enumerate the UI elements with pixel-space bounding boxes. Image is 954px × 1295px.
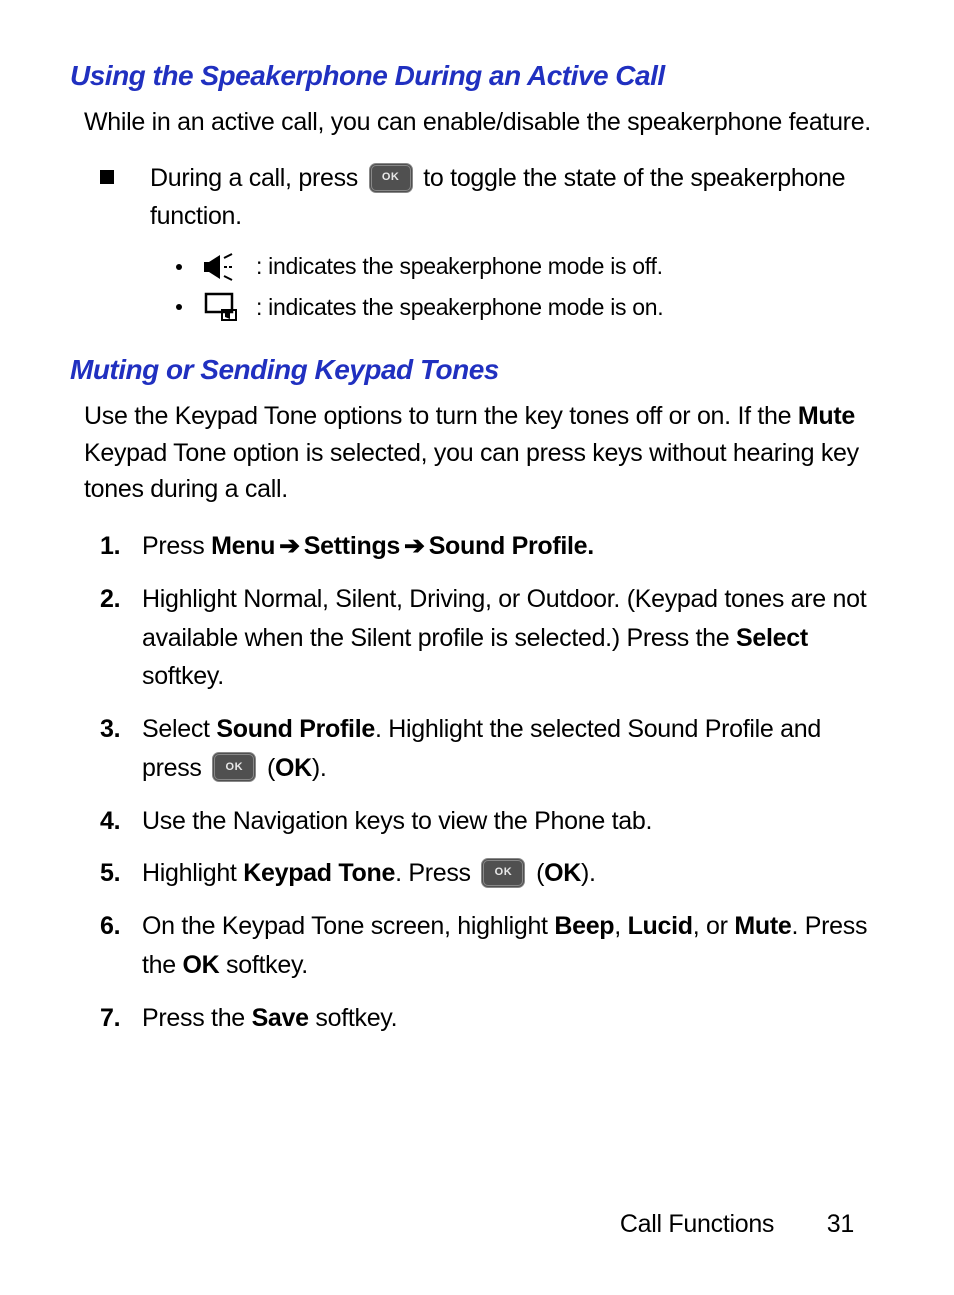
- section1-intro: While in an active call, you can enable/…: [84, 104, 884, 140]
- b: Save: [252, 1004, 309, 1032]
- t: (: [536, 859, 544, 887]
- t: softkey.: [219, 951, 308, 979]
- b: Select: [736, 624, 808, 652]
- ok-button-label: OK: [226, 759, 244, 776]
- step-6: 6. On the Keypad Tone screen, highlight …: [100, 907, 884, 985]
- step-content: On the Keypad Tone screen, highlight Bee…: [142, 907, 884, 985]
- b: Menu: [211, 532, 275, 560]
- step-content: Highlight Normal, Silent, Driving, or Ou…: [142, 580, 884, 696]
- sub-bullet-list: : indicates the speakerphone mode is off…: [176, 249, 884, 324]
- ok-button-icon: OK: [369, 163, 413, 193]
- step-num: 6.: [100, 907, 124, 946]
- step-4: 4. Use the Navigation keys to view the P…: [100, 802, 884, 841]
- footer-page-number: 31: [827, 1210, 854, 1238]
- step-5: 5. Highlight Keypad Tone. Press OK (OK).: [100, 854, 884, 893]
- step-num: 1.: [100, 527, 124, 566]
- arrow-icon: ➔: [279, 532, 300, 560]
- step-2: 2. Highlight Normal, Silent, Driving, or…: [100, 580, 884, 696]
- b: OK: [183, 951, 220, 979]
- t: On the Keypad Tone screen, highlight: [142, 912, 554, 940]
- step-content: Press the Save softkey.: [142, 999, 884, 1038]
- b: Mute: [734, 912, 791, 940]
- sub-bullet-2: : indicates the speakerphone mode is on.: [176, 290, 884, 325]
- section2-steps: 1. Press Menu➔Settings➔Sound Profile. 2.…: [100, 527, 884, 1037]
- speaker-on-icon: [202, 292, 250, 322]
- t: ,: [614, 912, 627, 940]
- ok-button-label: OK: [495, 864, 513, 881]
- section1-bullet: During a call, press OK to toggle the st…: [100, 160, 884, 330]
- t: Press the: [142, 1004, 252, 1032]
- footer-section-name: Call Functions: [620, 1210, 774, 1238]
- section2-heading: Muting or Sending Keypad Tones: [70, 354, 884, 386]
- bullet-content: During a call, press OK to toggle the st…: [150, 160, 884, 330]
- b: Sound Profile: [216, 715, 375, 743]
- t: (: [267, 754, 275, 782]
- ok-button-icon: OK: [212, 752, 256, 782]
- ok-button-icon: OK: [481, 858, 525, 888]
- t: Select: [142, 715, 216, 743]
- intro-part2: Keypad Tone option is selected, you can …: [84, 439, 859, 503]
- square-bullet-icon: [100, 170, 114, 184]
- section2-intro: Use the Keypad Tone options to turn the …: [84, 398, 884, 507]
- b: Lucid: [628, 912, 693, 940]
- sub-bullet-2-text: : indicates the speakerphone mode is on.: [256, 290, 663, 325]
- step-7: 7. Press the Save softkey.: [100, 999, 884, 1038]
- step-content: Select Sound Profile. Highlight the sele…: [142, 710, 884, 788]
- t: ).: [581, 859, 596, 887]
- sub-bullet-1-text: : indicates the speakerphone mode is off…: [256, 249, 663, 284]
- t: softkey.: [142, 662, 224, 690]
- t: . Press: [395, 859, 477, 887]
- intro-bold: Mute: [798, 402, 855, 430]
- step-num: 5.: [100, 854, 124, 893]
- dot-bullet-icon: [176, 304, 182, 310]
- b: Settings: [304, 532, 400, 560]
- step-content: Use the Navigation keys to view the Phon…: [142, 802, 884, 841]
- step-num: 3.: [100, 710, 124, 749]
- t: softkey.: [309, 1004, 398, 1032]
- step-num: 2.: [100, 580, 124, 619]
- t: Use the Navigation keys to view the Phon…: [142, 807, 652, 835]
- section1-heading: Using the Speakerphone During an Active …: [70, 60, 884, 92]
- b: Keypad Tone: [243, 859, 395, 887]
- b: Beep: [554, 912, 614, 940]
- step-1: 1. Press Menu➔Settings➔Sound Profile.: [100, 527, 884, 566]
- step-num: 4.: [100, 802, 124, 841]
- t: , or: [693, 912, 735, 940]
- step-num: 7.: [100, 999, 124, 1038]
- section1-bullet-list: During a call, press OK to toggle the st…: [100, 160, 884, 330]
- step-content: Highlight Keypad Tone. Press OK (OK).: [142, 854, 884, 893]
- dot-bullet-icon: [176, 264, 182, 270]
- b: Sound Profile.: [429, 532, 594, 560]
- b: OK: [275, 754, 312, 782]
- step-content: Press Menu➔Settings➔Sound Profile.: [142, 527, 884, 566]
- step-3: 3. Select Sound Profile. Highlight the s…: [100, 710, 884, 788]
- b: OK: [544, 859, 581, 887]
- intro-part1: Use the Keypad Tone options to turn the …: [84, 402, 798, 430]
- t: ).: [312, 754, 327, 782]
- page-footer: Call Functions 31: [620, 1210, 854, 1239]
- speaker-off-icon: [202, 252, 250, 282]
- ok-button-label: OK: [382, 169, 400, 186]
- t: Highlight: [142, 859, 243, 887]
- bullet-text-before: During a call, press: [150, 164, 365, 192]
- t: Press: [142, 532, 211, 560]
- arrow-icon: ➔: [404, 532, 425, 560]
- sub-bullet-1: : indicates the speakerphone mode is off…: [176, 249, 884, 284]
